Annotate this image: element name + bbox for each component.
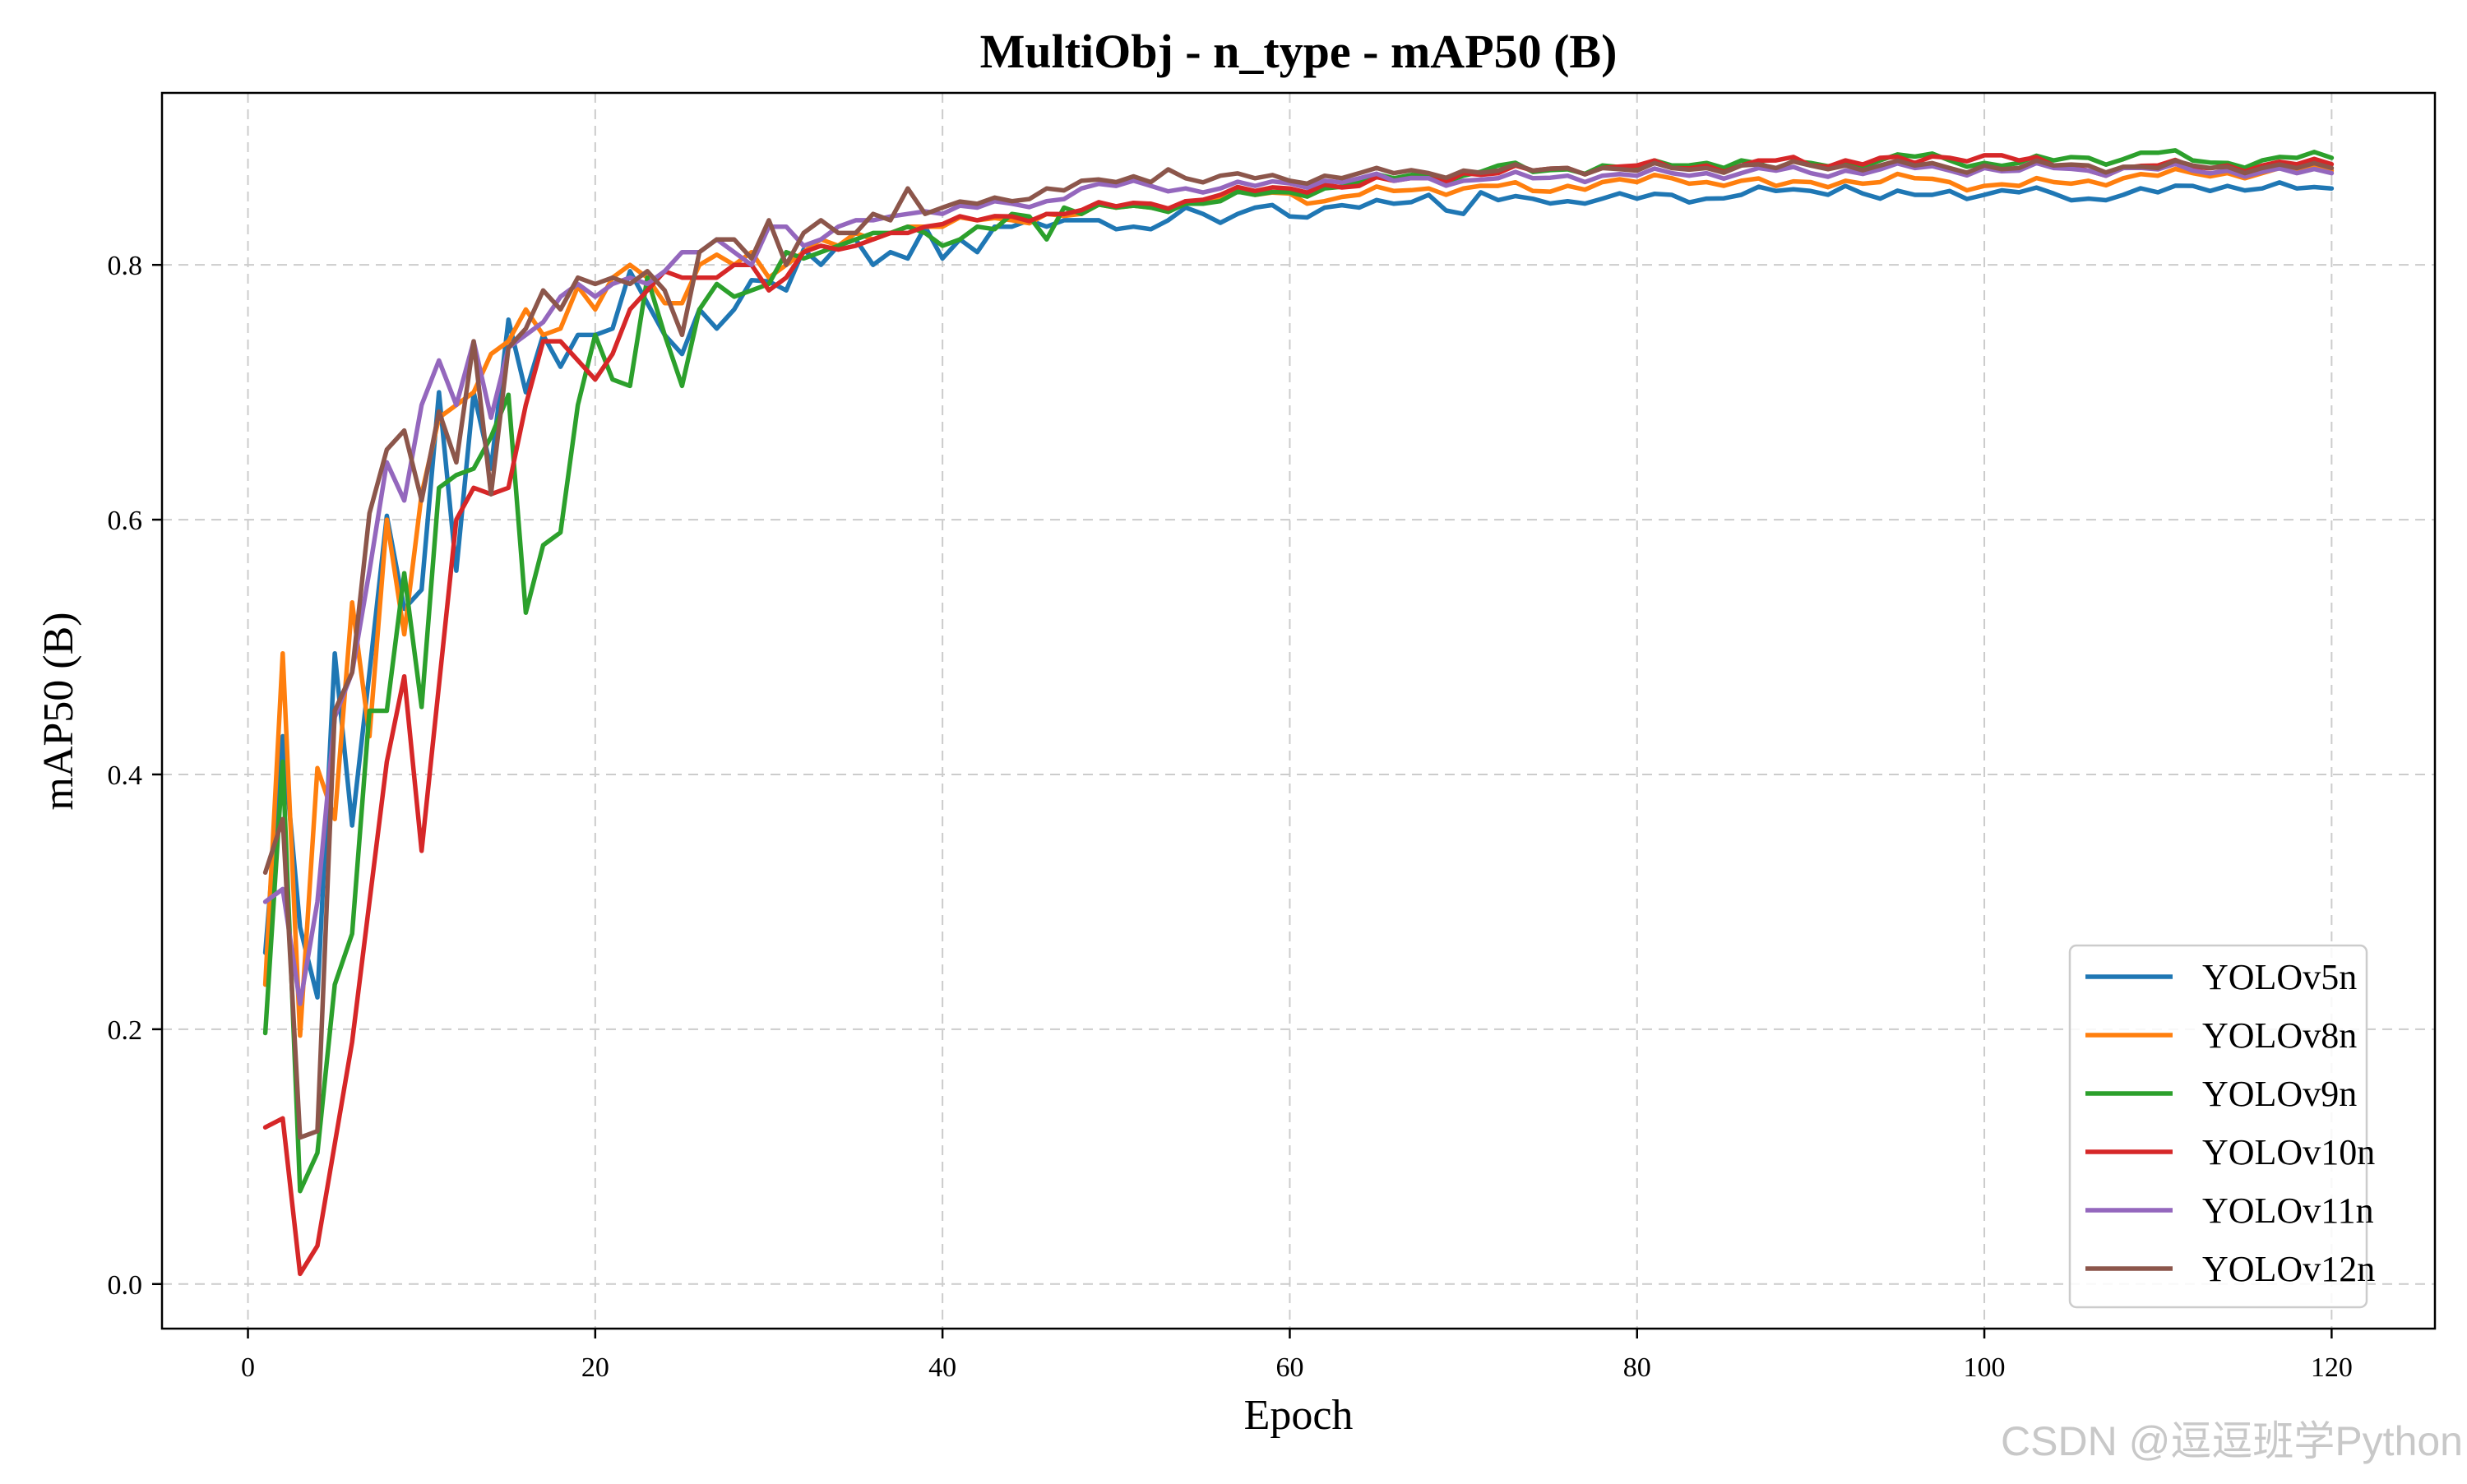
legend-label-yolov11n: YOLOv11n <box>2202 1190 2374 1231</box>
series-line-yolov12n <box>262 158 2335 1140</box>
series-line-yolov5n <box>262 180 2335 1000</box>
y-tick-label: 0.8 <box>108 251 143 281</box>
y-tick-label: 0.6 <box>108 506 143 536</box>
watermark-text: CSDN @逗逗班学Python <box>2001 1418 2463 1464</box>
legend-label-yolov9n: YOLOv9n <box>2202 1074 2357 1114</box>
series-line-yolov10n <box>262 153 2335 1277</box>
legend-label-yolov10n: YOLOv10n <box>2202 1132 2375 1172</box>
series-line-yolov9n <box>262 148 2335 1194</box>
legend: YOLOv5n YOLOv8n YOLOv9n YOLOv10n YOLOv11n YOL… <box>2068 944 2375 1309</box>
x-tick-label: 40 <box>928 1352 956 1383</box>
series-lines <box>262 148 2335 1277</box>
x-tick-label: 100 <box>1964 1352 2006 1383</box>
x-tick-label: 60 <box>1275 1352 1303 1383</box>
y-axis-label: mAP50 (B) <box>35 612 82 810</box>
x-tick-label: 120 <box>2311 1352 2353 1383</box>
y-tick-label: 0.4 <box>108 760 143 791</box>
x-tick-label: 20 <box>581 1352 609 1383</box>
series-line-yolov11n <box>262 160 2335 1006</box>
grid-lines <box>162 93 2435 1329</box>
x-axis-ticks: 0 20 40 60 80 100 120 <box>241 1329 2353 1383</box>
y-tick-label: 0.0 <box>108 1270 143 1301</box>
legend-label-yolov5n: YOLOv5n <box>2202 957 2357 997</box>
plot-frame <box>160 91 2437 1330</box>
y-axis-ticks: 0.0 0.2 0.4 0.6 0.8 <box>108 251 162 1301</box>
x-tick-label: 0 <box>241 1352 255 1383</box>
y-tick-label: 0.2 <box>108 1015 143 1046</box>
x-axis-label: Epoch <box>1244 1392 1354 1439</box>
series-line-yolov8n <box>262 164 2335 1038</box>
legend-entries: YOLOv5n YOLOv8n YOLOv9n YOLOv10n YOLOv11n YOL… <box>2085 957 2375 1289</box>
x-tick-label: 80 <box>1623 1352 1651 1383</box>
legend-label-yolov8n: YOLOv8n <box>2202 1015 2357 1056</box>
legend-label-yolov12n: YOLOv12n <box>2202 1249 2375 1289</box>
chart-title: MultiObj - n_type - mAP50 (B) <box>980 25 1618 78</box>
